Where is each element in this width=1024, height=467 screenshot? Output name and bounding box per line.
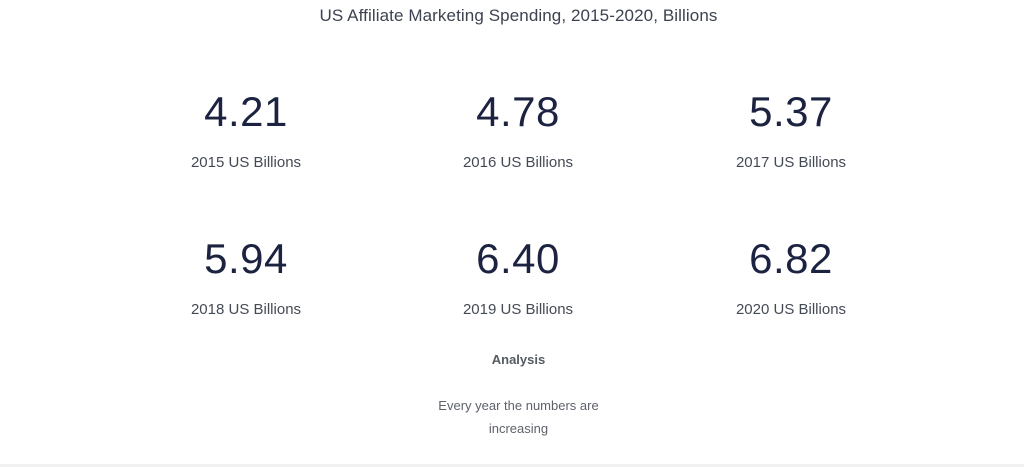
stat-card: 6.82 2020 US Billions [655, 233, 927, 320]
stat-card: 6.40 2019 US Billions [382, 233, 654, 320]
analysis-text-line: Every year the numbers are [438, 398, 599, 413]
stat-value: 4.21 [204, 88, 288, 135]
divider [0, 464, 1024, 467]
stat-label: 2019 US Billions [462, 301, 574, 318]
stat-value: 6.82 [749, 235, 833, 282]
stat-label: 2016 US Billions [462, 154, 574, 171]
chart-title: US Affiliate Marketing Spending, 2015-20… [319, 6, 718, 25]
stat-label: 2020 US Billions [735, 301, 847, 318]
stat-value: 6.40 [476, 235, 560, 282]
stat-label: 2017 US Billions [735, 154, 847, 171]
stat-card: 5.94 2018 US Billions [110, 233, 382, 320]
stat-card: 4.78 2016 US Billions [382, 86, 654, 173]
analysis-text: Every year the numbers are increasing [0, 394, 1024, 440]
stat-value: 4.78 [476, 88, 560, 135]
analysis-heading: Analysis [491, 352, 546, 367]
stat-card: 4.21 2015 US Billions [110, 86, 382, 173]
stat-label: 2015 US Billions [190, 154, 302, 171]
stat-card: 5.37 2017 US Billions [655, 86, 927, 173]
stat-label: 2018 US Billions [190, 301, 302, 318]
stat-value: 5.94 [204, 235, 288, 282]
stats-grid: 4.21 2015 US Billions 4.78 2016 US Billi… [110, 86, 928, 336]
analysis-text-line: increasing [488, 421, 549, 436]
stat-value: 5.37 [749, 88, 833, 135]
